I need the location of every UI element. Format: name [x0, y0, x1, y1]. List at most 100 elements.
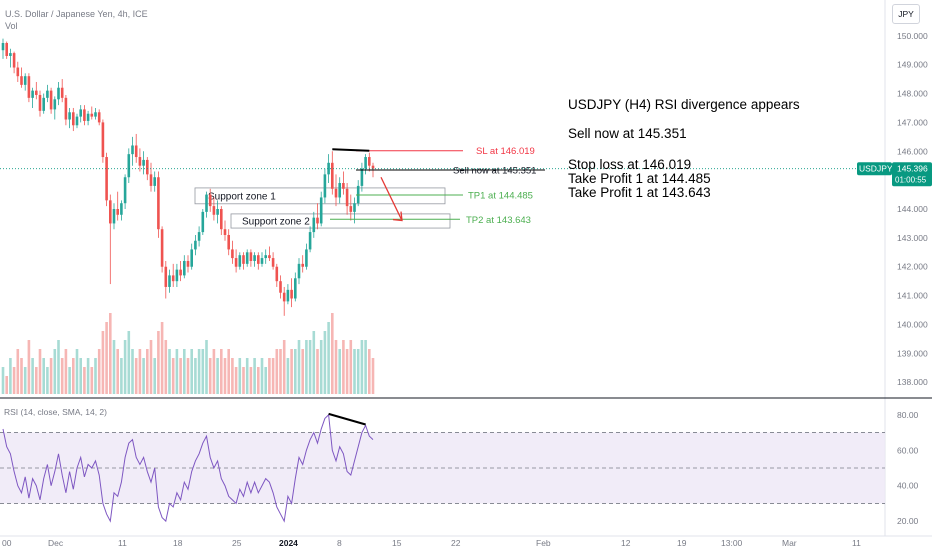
volume-bar — [138, 349, 142, 394]
last-price-badge — [892, 162, 932, 187]
candle-body — [260, 258, 264, 264]
volume-bar — [164, 340, 168, 394]
candle-body — [175, 269, 179, 282]
candle-body — [153, 177, 156, 186]
candle-body — [227, 234, 230, 250]
volume-bar — [38, 349, 42, 394]
volume-bar — [349, 340, 353, 394]
volume-bar — [112, 340, 116, 394]
volume-bar — [323, 331, 327, 394]
entry-label: Sell now at 145.351 — [453, 165, 536, 176]
candle-body — [27, 76, 31, 98]
time-tick-label: 8 — [337, 538, 342, 548]
candle-body — [127, 154, 131, 178]
candle-body — [231, 249, 234, 259]
volume-bar — [282, 340, 286, 394]
candle-body — [205, 194, 208, 212]
volume-bar — [120, 358, 123, 394]
volume-bar — [68, 367, 71, 394]
candle-body — [268, 255, 271, 259]
volume-bar — [149, 340, 153, 394]
candle-body — [349, 206, 353, 212]
candle-body — [42, 97, 45, 111]
volume-bar — [127, 331, 131, 394]
candle-body — [271, 258, 275, 267]
candle-body — [120, 203, 123, 215]
volume-bar — [316, 349, 319, 394]
candle-body — [297, 263, 301, 279]
time-tick-label: Mar — [782, 538, 797, 548]
candle-body — [157, 177, 160, 230]
sell-arrow-head — [392, 211, 403, 222]
volume-bar — [201, 349, 205, 394]
candle-body — [183, 260, 186, 276]
annotation-take-profit-2: Take Profit 1 at 143.643 — [568, 185, 711, 200]
candle-body — [168, 275, 171, 287]
candle-body — [245, 252, 249, 264]
volume-bar — [216, 358, 219, 394]
volume-bar — [286, 358, 290, 394]
volume-bar — [105, 322, 108, 394]
price-divergence-line — [332, 148, 370, 152]
candle-body — [79, 109, 82, 117]
volume-bar — [275, 349, 279, 394]
volume-bar — [327, 322, 330, 394]
volume-bar — [134, 358, 138, 394]
candle-body — [242, 255, 245, 264]
stop-loss-label: SL at 146.019 — [476, 146, 535, 157]
volume-bar — [97, 349, 101, 394]
rsi-label: RSI (14, close, SMA, 14, 2) — [4, 407, 107, 417]
price-tick-label: 139.000 — [897, 348, 928, 358]
volume-bar — [197, 349, 201, 394]
candle-body — [149, 174, 153, 186]
candle-body — [338, 183, 341, 198]
volume-label: Vol — [5, 21, 18, 31]
volume-bar — [123, 340, 127, 394]
rsi-tick-label: 20.00 — [897, 516, 919, 526]
candle-body — [138, 157, 142, 166]
volume-bar — [12, 367, 16, 394]
candle-body — [123, 177, 127, 204]
candle-body — [49, 90, 53, 110]
candle-body — [197, 232, 201, 241]
volume-bar — [79, 358, 82, 394]
volume-bar — [190, 349, 193, 394]
volume-bar — [238, 358, 242, 394]
volume-bar — [331, 313, 334, 394]
candle-body — [290, 289, 293, 299]
volume-bar — [9, 358, 12, 394]
volume-bar — [153, 358, 156, 394]
volume-bar — [46, 367, 49, 394]
candle-body — [238, 255, 242, 267]
candle-body — [94, 112, 97, 117]
symbol-title: U.S. Dollar / Japanese Yen, 4h, ICE — [5, 9, 148, 19]
volume-bar — [194, 358, 197, 394]
volume-bar — [16, 349, 20, 394]
price-tick-label: 144.000 — [897, 204, 928, 214]
volume-bar — [20, 358, 23, 394]
time-tick-label: 00 — [2, 538, 12, 548]
candle-body — [308, 232, 312, 250]
price-tick-label: 147.000 — [897, 117, 928, 127]
candle-body — [253, 255, 256, 261]
volume-bar — [279, 349, 282, 394]
candle-body — [131, 145, 134, 155]
candle-body — [345, 188, 349, 207]
volume-bar — [249, 367, 253, 394]
rsi-tick-label: 80.00 — [897, 410, 919, 420]
candle-body — [371, 165, 375, 169]
candle-body — [305, 249, 308, 267]
candle-body — [171, 275, 175, 282]
candle-body — [194, 240, 197, 250]
volume-bar — [260, 358, 264, 394]
currency-button[interactable]: JPY — [892, 4, 920, 24]
support-zone-label: Support zone 2 — [242, 216, 310, 227]
volume-bar — [168, 349, 171, 394]
time-tick-label: Feb — [536, 538, 551, 548]
volume-bar — [297, 340, 301, 394]
annotation-take-profit-1: Take Profit 1 at 144.485 — [568, 171, 711, 186]
candle-body — [57, 87, 60, 100]
volume-bar — [305, 340, 308, 394]
volume-bar — [353, 349, 356, 394]
